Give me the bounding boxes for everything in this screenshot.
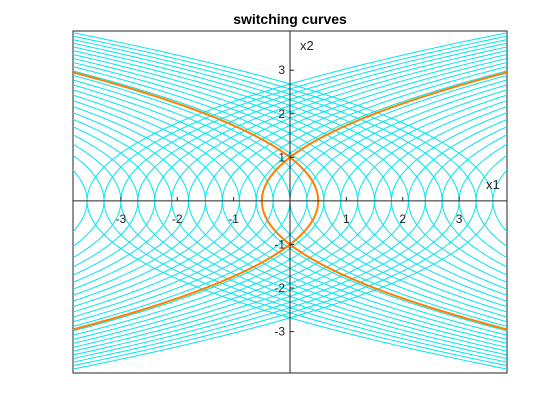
x-tick-label: 1 bbox=[343, 212, 350, 226]
y-tick-label: -3 bbox=[274, 325, 285, 339]
x-tick-label: 3 bbox=[456, 212, 463, 226]
y-tick-label: 1 bbox=[278, 150, 285, 164]
trajectory-curve-1-18 bbox=[73, 53, 392, 348]
trajectory-curve-1-9 bbox=[73, 94, 240, 308]
trajectory-curve-1-5 bbox=[73, 118, 173, 283]
trajectory-curve-1-3 bbox=[73, 134, 139, 268]
trajectory-curve-1-6 bbox=[73, 112, 190, 290]
chart-title: switching curves bbox=[233, 11, 347, 27]
switching-curve-1 bbox=[73, 71, 320, 331]
x-tick-label: -3 bbox=[116, 212, 127, 226]
switching-curve-0 bbox=[260, 71, 507, 331]
trajectory-curve-1-8 bbox=[73, 100, 223, 302]
trajectory-curves bbox=[73, 32, 507, 370]
y-tick-label: 2 bbox=[278, 107, 285, 121]
y-axis-label: x2 bbox=[300, 38, 314, 53]
x-tick-label: -2 bbox=[172, 212, 183, 226]
trajectory-curve-1-21 bbox=[73, 42, 443, 360]
trajectory-curve-1-2 bbox=[73, 143, 122, 259]
trajectory-curve-1-17 bbox=[73, 57, 376, 344]
axes: -3 -2 -1 1 2 3 -3 -2 -1 1 2 3 bbox=[73, 31, 507, 373]
trajectory-curve-1-7 bbox=[73, 105, 206, 296]
trajectory-curve-1-1 bbox=[73, 154, 105, 248]
trajectory-curve-1-16 bbox=[73, 61, 359, 340]
y-tick-label: -2 bbox=[274, 281, 285, 295]
trajectory-curve-1-10 bbox=[73, 89, 257, 313]
y-tick-label: -1 bbox=[274, 237, 285, 251]
trajectory-curve-1-22 bbox=[73, 39, 460, 363]
trajectory-curve-1-23 bbox=[73, 35, 477, 367]
trajectory-curve-1-19 bbox=[73, 50, 409, 352]
trajectory-curve-1-13 bbox=[73, 74, 308, 327]
trajectory-curve-1-24 bbox=[73, 32, 494, 370]
trajectory-curve-1-15 bbox=[73, 66, 342, 336]
x-axis-label: x1 bbox=[486, 177, 500, 192]
x-tick-label: -1 bbox=[228, 212, 239, 226]
y-tick-label: 3 bbox=[278, 63, 285, 77]
trajectory-curve-1-20 bbox=[73, 46, 426, 356]
x-tick-label: 2 bbox=[399, 212, 406, 226]
trajectory-curve-1-0 bbox=[73, 169, 88, 233]
trajectory-curve-1-14 bbox=[73, 70, 325, 332]
switching-curves bbox=[73, 71, 507, 331]
trajectory-curve-1-4 bbox=[73, 126, 156, 276]
trajectory-curve-1-11 bbox=[73, 84, 274, 318]
